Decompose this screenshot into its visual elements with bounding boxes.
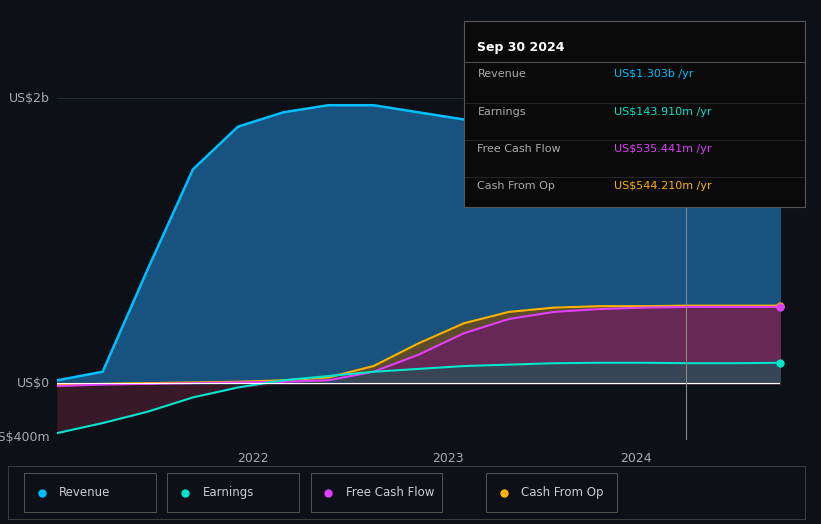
Text: US$2b: US$2b <box>9 92 50 105</box>
Text: US$0: US$0 <box>17 377 50 390</box>
Text: Past: Past <box>690 105 713 115</box>
Text: 2022: 2022 <box>236 452 268 465</box>
Text: Free Cash Flow: Free Cash Flow <box>478 144 561 154</box>
Text: 2024: 2024 <box>620 452 651 465</box>
Text: Sep 30 2024: Sep 30 2024 <box>478 41 565 54</box>
Text: US$544.210m /yr: US$544.210m /yr <box>614 181 712 191</box>
Text: Revenue: Revenue <box>59 486 111 499</box>
Text: Free Cash Flow: Free Cash Flow <box>346 486 434 499</box>
Text: Earnings: Earnings <box>478 106 526 116</box>
Text: US$1.303b /yr: US$1.303b /yr <box>614 69 693 79</box>
Text: Revenue: Revenue <box>478 69 526 79</box>
Text: -US$400m: -US$400m <box>0 431 50 444</box>
Text: Cash From Op: Cash From Op <box>478 181 555 191</box>
Text: US$535.441m /yr: US$535.441m /yr <box>614 144 711 154</box>
Text: US$143.910m /yr: US$143.910m /yr <box>614 106 711 116</box>
Text: 2023: 2023 <box>432 452 463 465</box>
Text: Earnings: Earnings <box>203 486 254 499</box>
Text: Cash From Op: Cash From Op <box>521 486 603 499</box>
